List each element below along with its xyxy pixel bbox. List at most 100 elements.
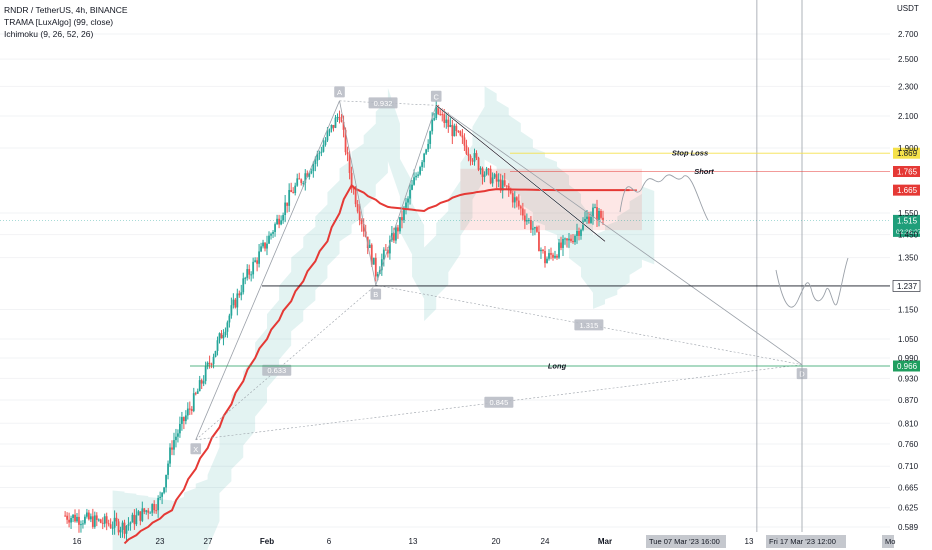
candle-body: [167, 463, 169, 475]
candle-body: [72, 514, 74, 518]
candle-body: [395, 227, 397, 241]
candle-body: [429, 131, 432, 144]
candle-body: [572, 240, 574, 243]
candle-body: [155, 510, 158, 512]
candle-body: [602, 217, 604, 220]
trama-line: [123, 183, 630, 545]
candle-body: [109, 524, 112, 528]
candle-body: [397, 227, 399, 232]
candle-body: [123, 522, 126, 534]
candle-body: [111, 527, 114, 529]
candle-body: [139, 511, 142, 521]
horizontal-levels: Stop Loss 1.869 Short 1.765 1.665 1.515 02:36:…: [0, 0, 922, 532]
candle-body: [532, 228, 534, 230]
grid: [0, 33, 890, 528]
candle-body: [318, 152, 321, 154]
candle-body: [354, 189, 357, 205]
pattern-ratio-label: 0.633: [267, 366, 286, 375]
candle-body: [529, 219, 532, 230]
candle-body: [437, 105, 440, 115]
candle-body: [340, 119, 343, 122]
candle-body: [380, 259, 383, 271]
y-tick-label: 0.870: [898, 396, 919, 405]
candle-body: [210, 364, 213, 366]
y-tick-label: 1.350: [898, 254, 919, 263]
candle-body: [161, 492, 164, 497]
candle-body: [133, 514, 136, 525]
pattern-ratio-label: 1.315: [580, 321, 599, 330]
candle-body: [590, 216, 592, 223]
candle-body: [447, 119, 450, 128]
candle-body: [224, 331, 227, 336]
level-annotation-short: Short: [694, 167, 714, 176]
candle-body: [584, 218, 586, 222]
price-tag-box: [893, 360, 920, 372]
candle-body: [336, 116, 339, 118]
level-annotation-long: Long: [548, 361, 567, 370]
pattern-point-a-box: [334, 86, 345, 98]
candle-body: [560, 242, 562, 248]
candle-body: [578, 230, 580, 236]
y-tick-label: 1.550: [898, 209, 919, 218]
candle-body: [310, 171, 313, 174]
x-tick-label: 16: [73, 537, 82, 546]
date-label: Tue 07 Mar '23 16:00: [649, 537, 720, 546]
chart-legend: RNDR / TetherUS, 4h, BINANCE TRAMA [LuxA…: [4, 4, 128, 40]
candle-body: [487, 168, 490, 170]
candle-body: [188, 408, 191, 410]
candle-body: [74, 514, 76, 522]
pattern-ratio-label-box: [368, 97, 398, 109]
candle-body: [234, 299, 237, 308]
x-tick-label: 23: [156, 537, 165, 546]
date-label-box: [882, 535, 894, 548]
candle-body: [475, 153, 478, 158]
candle-body: [141, 508, 144, 521]
candle-body: [570, 238, 572, 241]
candle-body: [151, 504, 154, 513]
trama-series-line: [123, 183, 630, 545]
candle-body: [376, 273, 379, 277]
trama-indicator-label[interactable]: TRAMA [LuxAlgo] (99, close): [4, 17, 114, 27]
candle-body: [270, 233, 272, 236]
candle-body: [192, 393, 195, 411]
symbol-label[interactable]: RNDR / TetherUS, 4h, BINANCE: [4, 5, 128, 15]
candle-body: [119, 529, 122, 533]
candle-body: [556, 255, 558, 258]
candle-body: [405, 202, 407, 208]
y-tick-label: 2.100: [898, 112, 919, 121]
candle-body: [256, 260, 259, 264]
candles: [64, 101, 604, 542]
candle-body: [338, 116, 341, 120]
pattern-leg-xa: [195, 100, 340, 440]
y-tick-label: 0.589: [898, 523, 919, 532]
candle-body: [179, 423, 181, 434]
ichimoku-indicator-label[interactable]: Ichimoku (9, 26, 52, 26): [4, 29, 94, 39]
candle-body: [326, 132, 329, 141]
y-tick-label: 0.810: [898, 419, 919, 428]
date-label-box: [646, 535, 726, 548]
candle-body: [562, 238, 564, 248]
candle-body: [344, 129, 347, 153]
candle-body: [574, 235, 576, 243]
y-tick-label: 0.710: [898, 462, 919, 471]
candle-body: [362, 224, 365, 232]
bar-countdown: 02:36:27: [896, 229, 922, 236]
candle-body: [534, 227, 536, 229]
candle-body: [515, 197, 518, 201]
x-tick-label: Mar: [598, 537, 612, 546]
candle-body: [84, 516, 86, 524]
candle-body: [82, 523, 84, 525]
price-tag-box: [892, 280, 921, 292]
candle-body: [342, 121, 345, 130]
candle-body: [240, 292, 243, 296]
candle-body: [491, 177, 494, 184]
candle-body: [276, 218, 278, 225]
candle-body: [358, 211, 361, 221]
price-tag-box: [893, 166, 920, 178]
projection-path-short: [619, 174, 709, 221]
candle-body: [127, 524, 130, 526]
candle-body: [304, 173, 307, 183]
date-label: Mo: [885, 537, 895, 546]
